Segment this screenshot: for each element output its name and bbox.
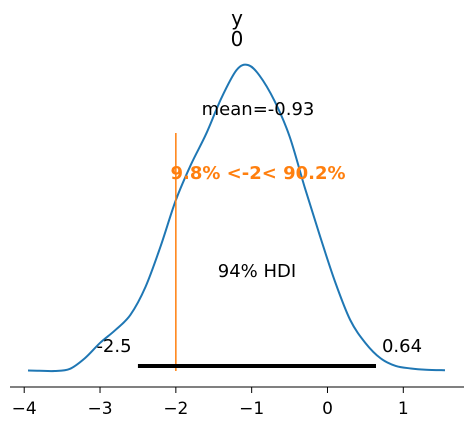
x-tick-label: 1	[398, 399, 409, 419]
x-tick-label: 0	[322, 399, 333, 419]
x-tick-label: −3	[87, 399, 112, 419]
plot-subtitle: 0	[231, 27, 244, 51]
hdi-low-label: -2.5	[96, 336, 131, 357]
hdi-high-label: 0.64	[382, 336, 422, 357]
x-tick-label: −4	[12, 399, 37, 419]
hdi-label: 94% HDI	[218, 261, 296, 282]
density-curve	[27, 63, 446, 373]
plot-title: y	[231, 6, 243, 30]
mean-label: mean=-0.93	[202, 99, 315, 120]
x-axis-ticks: −4 −3 −2 −1 0 1	[12, 387, 409, 419]
x-tick-label: −1	[239, 399, 264, 419]
x-tick-label: −2	[163, 399, 188, 419]
reference-label: 9.8% <-2< 90.2%	[170, 163, 345, 184]
